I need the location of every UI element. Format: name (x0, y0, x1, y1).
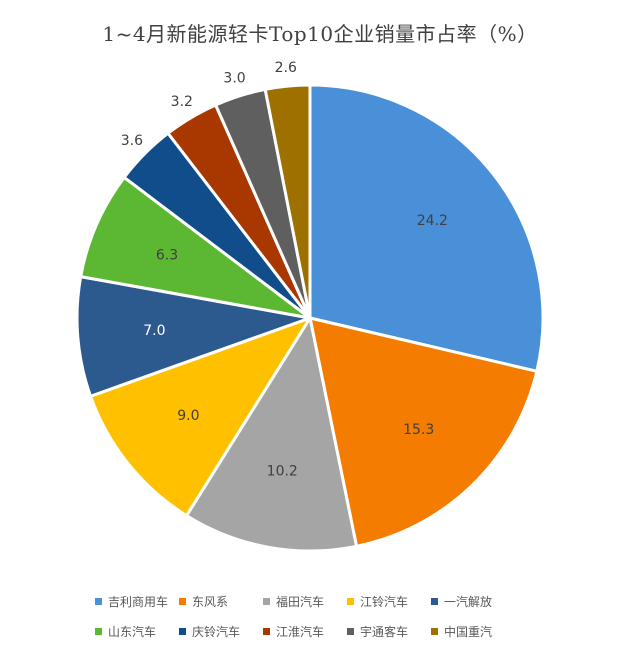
legend-label: 福田汽车 (276, 594, 325, 609)
legend-label: 庆铃汽车 (192, 624, 241, 639)
legend-swatch (179, 627, 186, 635)
pie-slice (308, 316, 539, 548)
chart-title: 1~4月新能源轻卡Top10企业销量市占率（%） (102, 22, 538, 46)
data-label: 10.2 (267, 464, 298, 480)
legend-item: 山东汽车 (95, 623, 179, 640)
data-label: 3.2 (171, 94, 193, 110)
legend-label: 一汽解放 (444, 594, 493, 609)
data-label: 15.3 (403, 422, 434, 438)
pie-chart: 24.2 15.3 10.2 9.0 7.0 6.3 3.6 3.2 3.0 2.6 (75, 60, 545, 553)
data-label: 3.6 (121, 133, 143, 149)
legend-item: 江铃汽车 (347, 593, 431, 610)
legend-item: 中国重汽 (431, 623, 515, 640)
data-label: 2.6 (275, 60, 297, 76)
pie-slice (263, 83, 312, 320)
legend-label: 中国重汽 (444, 624, 493, 639)
legend-label: 山东汽车 (108, 624, 157, 639)
data-label: 3.0 (223, 71, 245, 87)
legend-swatch (263, 597, 270, 605)
data-label: 7.0 (143, 323, 165, 339)
data-label: 6.3 (156, 247, 178, 263)
legend-swatch (347, 627, 354, 635)
legend-row: 吉利商用车 东风系 福田汽车 江铃汽车 一汽解放 (95, 586, 565, 616)
legend-item: 庆铃汽车 (179, 623, 263, 640)
legend-label: 吉利商用车 (108, 594, 169, 609)
data-label: 9.0 (177, 408, 199, 424)
legend-item: 吉利商用车 (95, 593, 179, 610)
legend-item: 江淮汽车 (263, 623, 347, 640)
legend-label: 江铃汽车 (360, 594, 409, 609)
legend-swatch (95, 627, 102, 635)
legend: 吉利商用车 东风系 福田汽车 江铃汽车 一汽解放 山东汽车 庆铃汽车 江淮汽车 宇通客车 中国重… (95, 586, 565, 646)
legend-row: 山东汽车 庆铃汽车 江淮汽车 宇通客车 中国重汽 (95, 616, 565, 646)
legend-swatch (263, 627, 270, 635)
pie-slice (75, 275, 312, 398)
legend-item: 东风系 (179, 593, 263, 610)
legend-swatch (431, 627, 438, 635)
legend-swatch (431, 597, 438, 605)
data-label: 24.2 (417, 213, 448, 229)
legend-label: 东风系 (192, 594, 229, 609)
legend-label: 江淮汽车 (276, 624, 325, 639)
legend-item: 一汽解放 (431, 593, 515, 610)
legend-swatch (95, 597, 102, 605)
legend-item: 福田汽车 (263, 593, 347, 610)
legend-item: 宇通客车 (347, 623, 431, 640)
pie-slice (308, 83, 545, 373)
legend-swatch (347, 597, 354, 605)
legend-label: 宇通客车 (360, 624, 409, 639)
pie-slice (185, 316, 359, 553)
legend-swatch (179, 597, 186, 605)
pie-slice (79, 175, 312, 320)
pie-slice (89, 316, 312, 518)
